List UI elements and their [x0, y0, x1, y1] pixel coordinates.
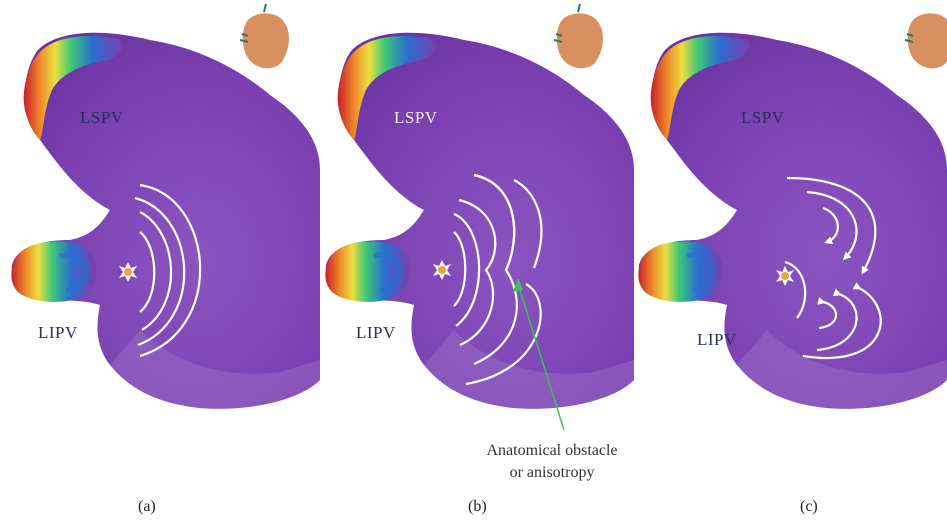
panel-caption: (b): [468, 498, 487, 515]
wavefronts-b: [453, 173, 543, 386]
lspv-tip-a: [23, 36, 123, 140]
orientation-heart-icon: [904, 13, 947, 69]
lspv-tip-b: [337, 36, 437, 140]
annotation-arrow: [517, 283, 565, 431]
panel-caption: (c): [800, 498, 818, 515]
wavefronts-a: [134, 183, 202, 358]
reentry-circuits-c: [784, 176, 882, 359]
focal-source-icon: [119, 262, 137, 282]
orientation-heart-icon: [239, 3, 289, 69]
panel-c: LSPV LIPV (c): [627, 0, 947, 530]
panel-caption: (a): [138, 498, 156, 515]
left-atrium-body: [325, 32, 634, 409]
lipv-label: LIPV: [38, 323, 78, 342]
lipv-label: LIPV: [356, 323, 396, 342]
lspv-label: LSPV: [741, 108, 785, 127]
annotation-text: Anatomical obstacle or anisotropy: [462, 440, 642, 484]
focal-source-icon: [776, 266, 794, 286]
left-atrium-body: [638, 32, 947, 409]
lipv-label: LIPV: [697, 330, 737, 349]
left-atrium-body: [11, 32, 320, 409]
atrial-map-c: [638, 13, 947, 409]
atrial-map-b: [325, 3, 634, 431]
annotation-line-1: Anatomical obstacle: [486, 442, 618, 459]
focal-source-icon: [433, 260, 451, 280]
panel-b: LSPV LIPV (b): [314, 0, 634, 530]
lspv-label: LSPV: [80, 108, 124, 127]
lspv-label: LSPV: [394, 108, 438, 127]
lspv-tip-c: [650, 36, 750, 140]
orientation-heart-icon: [553, 3, 603, 69]
panel-a: LSPV LIPV (a): [0, 0, 320, 530]
annotation-line-2: or anisotropy: [509, 464, 595, 481]
atrial-map-a: [11, 3, 320, 409]
